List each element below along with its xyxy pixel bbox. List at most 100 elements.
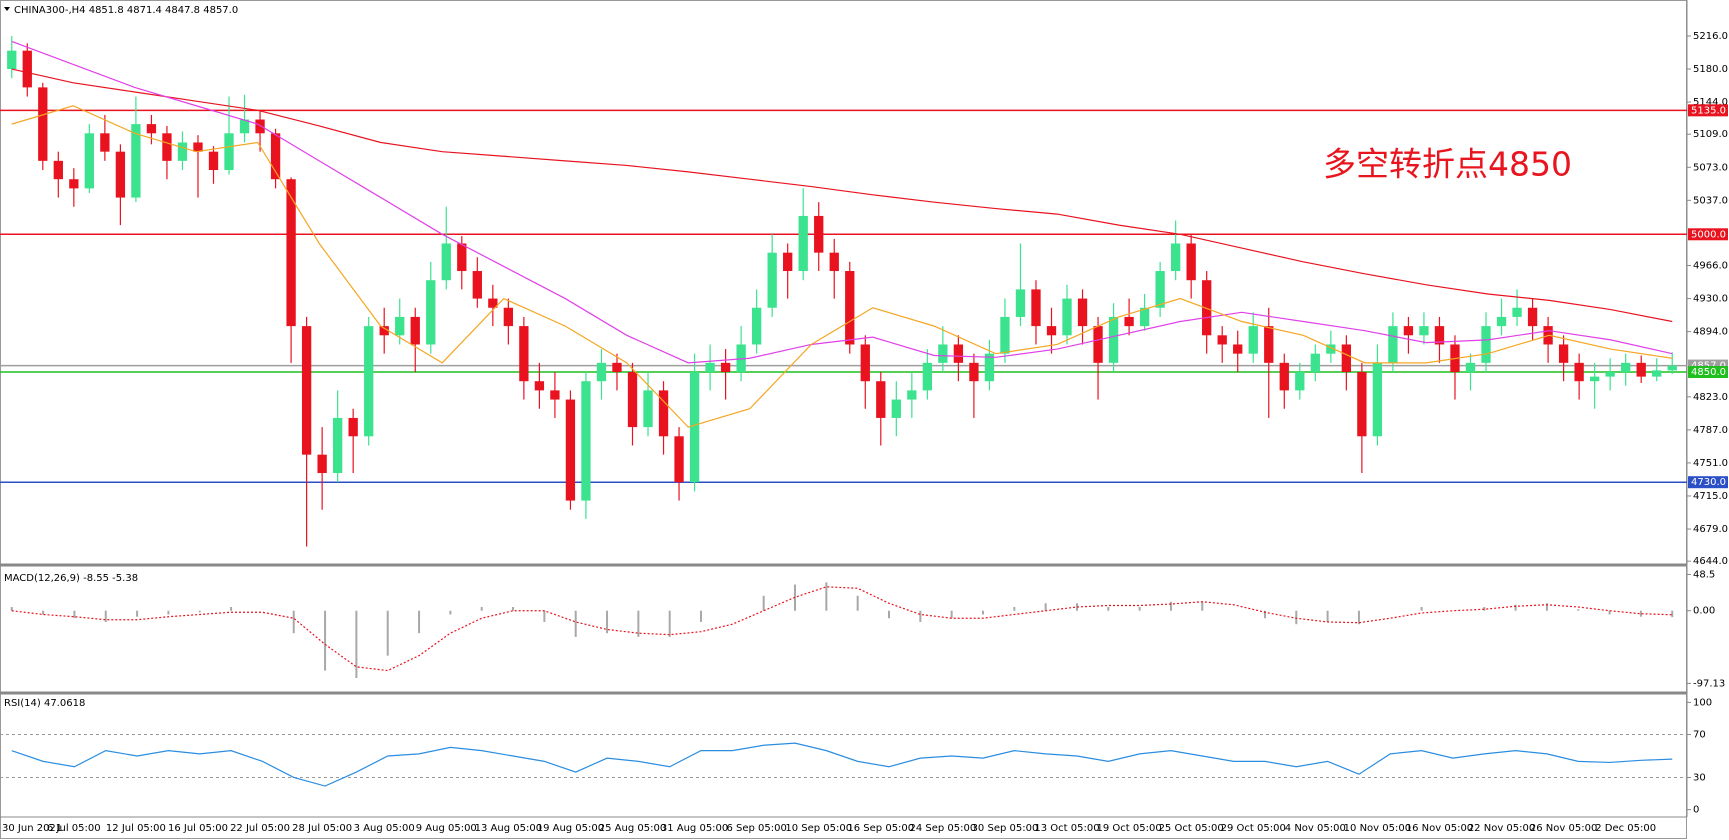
- candle-body: [53, 160, 63, 180]
- rsi-line: [11, 742, 1673, 787]
- candle-body: [891, 399, 901, 418]
- candle-body: [674, 436, 684, 483]
- candle-body: [596, 362, 607, 382]
- candle-body: [1621, 362, 1631, 373]
- candle-body: [876, 381, 886, 418]
- price-level-tag: [1688, 366, 1728, 379]
- y-tick-label: 100: [1693, 697, 1712, 708]
- x-tick-label: 29 Oct 05:00: [1221, 823, 1286, 834]
- candle-body: [1357, 372, 1367, 437]
- chart-frame: [0, 0, 1687, 839]
- candle-body: [239, 119, 250, 134]
- candle-body: [301, 326, 312, 455]
- candle-body: [969, 362, 979, 382]
- candle-body: [1574, 362, 1584, 382]
- candle-body: [1636, 362, 1646, 377]
- x-tick-label: 19 Aug 05:00: [537, 823, 604, 834]
- x-tick-label: 10 Nov 05:00: [1344, 823, 1411, 834]
- candle-body: [1434, 326, 1445, 345]
- candle-body: [286, 179, 296, 327]
- y-tick-label: 4644.0: [1693, 556, 1728, 567]
- y-tick-label: 5144.0: [1693, 97, 1728, 108]
- candle-body: [1155, 271, 1165, 308]
- price-level-tag: [1688, 228, 1728, 241]
- candle-body: [938, 344, 948, 363]
- candle-body: [38, 87, 48, 161]
- candle-body: [146, 124, 157, 134]
- candle-body: [705, 362, 715, 373]
- x-tick-label: 6 Jul 05:00: [47, 823, 101, 834]
- y-tick-label: 4679.0: [1693, 524, 1728, 535]
- y-tick-label: 4751.0: [1693, 458, 1728, 469]
- candle-body: [1667, 365, 1677, 371]
- y-tick-label: 70: [1693, 730, 1706, 741]
- x-tick-label: 4 Nov 05:00: [1285, 823, 1346, 834]
- candle-body: [441, 243, 451, 281]
- y-tick-label: 0.00: [1693, 606, 1715, 617]
- candle-body: [410, 316, 420, 345]
- candle-body: [1388, 326, 1398, 363]
- x-tick-label: 24 Sep 05:00: [909, 823, 976, 834]
- candle-body: [783, 252, 793, 272]
- candle-body: [472, 271, 482, 299]
- candle-body: [1589, 376, 1600, 382]
- candle-body: [1496, 316, 1507, 327]
- candle-body: [519, 326, 529, 382]
- candle-body: [1000, 316, 1010, 354]
- candle-body: [1403, 326, 1414, 336]
- candle-body: [1419, 326, 1429, 336]
- x-tick-label: 25 Aug 05:00: [599, 823, 666, 834]
- x-tick-label: 12 Jul 05:00: [106, 823, 166, 834]
- x-tick-label: 13 Oct 05:00: [1034, 823, 1099, 834]
- candle-body: [426, 280, 436, 345]
- y-tick-label: 5073.0: [1693, 162, 1728, 173]
- candle-body: [115, 151, 126, 198]
- candle-body: [860, 344, 870, 382]
- price-level-label: 4730.0: [1691, 477, 1726, 488]
- candle-body: [1124, 316, 1134, 327]
- y-tick-label: 5216.0: [1693, 31, 1728, 42]
- candle-body: [488, 298, 498, 308]
- y-tick-label: 4966.0: [1693, 261, 1728, 272]
- macd-title: MACD(12,26,9) -8.55 -5.38: [4, 573, 138, 584]
- candle-body: [332, 417, 343, 474]
- candle-body: [798, 215, 808, 272]
- moving-average: [11, 40, 1673, 364]
- candle-body: [1481, 326, 1491, 363]
- candle-body: [457, 243, 467, 272]
- candle-body: [627, 372, 638, 428]
- candle-body: [612, 362, 622, 373]
- candle-body: [1465, 362, 1476, 373]
- candle-body: [255, 119, 265, 134]
- candle-body: [1139, 307, 1150, 327]
- price-level-tag: [1688, 104, 1728, 117]
- y-tick-label: 48.5: [1693, 569, 1715, 580]
- menu-arrow: [4, 7, 10, 11]
- rsi-title: RSI(14) 47.0618: [4, 698, 85, 709]
- candle-body: [907, 390, 917, 400]
- candle-body: [1217, 335, 1227, 345]
- candle-body: [69, 179, 79, 189]
- x-tick-label: 16 Nov 05:00: [1406, 823, 1473, 834]
- candle-body: [1077, 298, 1088, 327]
- candle-body: [22, 50, 32, 88]
- candle-body: [1512, 307, 1522, 317]
- candle-body: [348, 417, 358, 437]
- x-tick-label: 26 Nov 05:00: [1530, 823, 1597, 834]
- y-tick-label: 4930.0: [1693, 294, 1728, 305]
- x-tick-label: 13 Aug 05:00: [475, 823, 542, 834]
- y-tick-label: 5180.0: [1693, 64, 1728, 75]
- candle-body: [829, 252, 839, 272]
- candle-body: [565, 399, 576, 501]
- y-tick-label: 5109.0: [1693, 129, 1728, 140]
- candle-body: [550, 390, 560, 400]
- candle-body: [751, 307, 762, 345]
- candle-body: [689, 372, 700, 483]
- candle-body: [720, 362, 731, 373]
- moving-average: [11, 105, 1673, 428]
- candle-body: [1248, 326, 1258, 354]
- candle-body: [1558, 344, 1569, 363]
- candle-body: [767, 252, 777, 308]
- x-tick-label: 9 Aug 05:00: [416, 823, 477, 834]
